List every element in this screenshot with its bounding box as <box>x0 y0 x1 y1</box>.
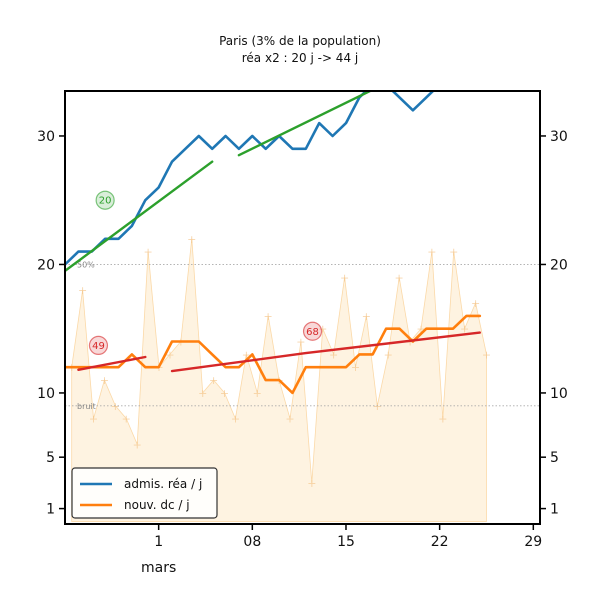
daily-count-marker: + <box>482 348 491 361</box>
annotation-badge <box>88 335 109 356</box>
series-line <box>65 314 482 395</box>
x-axis: 1 mars 08 15 22 29 <box>141 524 542 576</box>
daily-count-marker: + <box>111 400 120 413</box>
daily-count-marker: + <box>416 323 425 336</box>
x-tick-sublabel: mars <box>141 560 176 576</box>
fit-line <box>170 331 481 373</box>
x-tick-label: 22 <box>431 534 449 550</box>
fit-line <box>65 160 214 273</box>
x-tick-label: 08 <box>243 534 261 550</box>
y-tick-label-right: 30 <box>550 129 568 145</box>
annotation-label: 68 <box>306 327 319 338</box>
plot-frame <box>64 90 541 525</box>
legend-label: nouv. dc / j <box>124 498 190 512</box>
y-tick-label: 10 <box>37 386 55 402</box>
x-tick-label: 29 <box>524 534 542 550</box>
fit-line <box>237 91 373 157</box>
daily-count-marker: + <box>209 374 218 387</box>
y-axis-right: 1 5 10 20 30 <box>540 129 568 518</box>
daily-count-marker: + <box>296 336 305 349</box>
y-tick-label-right: 1 <box>550 502 559 518</box>
chart-title: Paris (3% de la population) <box>219 34 381 48</box>
chart-subtitle: réa x2 : 20 j -> 44 j <box>242 51 358 65</box>
y-tick-label: 20 <box>37 257 55 273</box>
daily-count-marker: + <box>285 413 294 426</box>
series-lines <box>65 91 482 395</box>
daily-count-marker: + <box>253 387 262 400</box>
reference-lines: 50% bruit <box>65 260 540 411</box>
daily-count-marker: + <box>438 413 447 426</box>
y-tick-label-right: 10 <box>550 386 568 402</box>
daily-count-marker: + <box>78 284 87 297</box>
daily-count-marker: + <box>242 348 251 361</box>
daily-count-marker: + <box>220 387 229 400</box>
legend-label: admis. réa / j <box>124 477 202 491</box>
y-axis-left: 1 5 10 20 30 <box>37 129 65 518</box>
daily-count-marker: + <box>318 323 327 336</box>
daily-count-marker: + <box>89 413 98 426</box>
fit-lines <box>65 91 481 373</box>
fit-line <box>77 355 147 371</box>
series-line <box>65 91 435 266</box>
daily-count-marker: + <box>373 400 382 413</box>
legend: admis. réa / j nouv. dc / j <box>71 467 218 519</box>
daily-count-marker: + <box>329 348 338 361</box>
annotation-label: 20 <box>99 196 112 207</box>
daily-count-marker: + <box>187 233 196 246</box>
daily-count-marker: + <box>133 438 142 451</box>
daily-count-marker: + <box>460 323 469 336</box>
daily-count-marker: + <box>264 310 273 323</box>
daily-count-marker: + <box>384 348 393 361</box>
daily-count-marker: + <box>449 246 458 259</box>
y-tick-label: 30 <box>37 129 55 145</box>
y-tick-label: 5 <box>46 450 55 466</box>
daily-count-marker: + <box>100 374 109 387</box>
daily-count-marker: + <box>405 336 414 349</box>
daily-count-marker: + <box>427 246 436 259</box>
daily-count-marker: + <box>351 361 360 374</box>
daily-count-marker: + <box>143 246 152 259</box>
reference-line-label: 50% <box>77 260 95 269</box>
y-tick-label-right: 5 <box>550 450 559 466</box>
daily-count-marker: + <box>395 271 404 284</box>
annotation-badge <box>302 321 323 341</box>
daily-count-marker: + <box>471 297 480 310</box>
daily-count-marker: + <box>165 348 174 361</box>
y-tick-label: 1 <box>46 502 55 518</box>
daily-count-marker: + <box>362 310 371 323</box>
daily-count-marker: + <box>231 413 240 426</box>
daily-count-marker: + <box>340 271 349 284</box>
annotation-label: 49 <box>92 341 105 352</box>
y-tick-label-right: 20 <box>550 257 568 273</box>
daily-count-marker: + <box>122 413 131 426</box>
x-tick-label: 1 <box>154 534 163 550</box>
annotation-badge <box>95 190 115 210</box>
daily-count-marker: + <box>307 477 316 490</box>
daily-count-marker: + <box>198 387 207 400</box>
annotations: 20 49 68 <box>88 190 323 356</box>
x-tick-label: 15 <box>337 534 355 550</box>
reference-line-label: bruit <box>77 402 96 411</box>
